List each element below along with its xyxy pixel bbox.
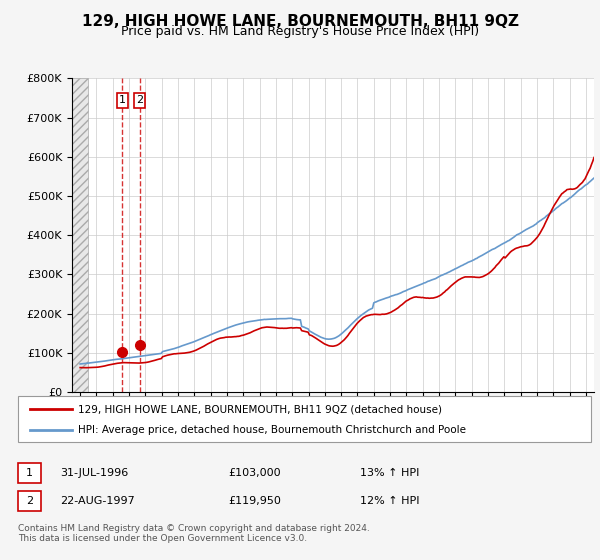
Text: 1: 1 [26, 468, 33, 478]
Text: 2: 2 [136, 95, 143, 105]
Text: 12% ↑ HPI: 12% ↑ HPI [360, 496, 419, 506]
Bar [72, 78, 88, 392]
Text: 1: 1 [119, 95, 126, 105]
Text: Price paid vs. HM Land Registry's House Price Index (HPI): Price paid vs. HM Land Registry's House … [121, 25, 479, 38]
Text: 2: 2 [26, 496, 33, 506]
Text: 129, HIGH HOWE LANE, BOURNEMOUTH, BH11 9QZ: 129, HIGH HOWE LANE, BOURNEMOUTH, BH11 9… [82, 14, 518, 29]
Text: Contains HM Land Registry data © Crown copyright and database right 2024.
This d: Contains HM Land Registry data © Crown c… [18, 524, 370, 543]
Text: HPI: Average price, detached house, Bournemouth Christchurch and Poole: HPI: Average price, detached house, Bour… [78, 424, 466, 435]
Text: 129, HIGH HOWE LANE, BOURNEMOUTH, BH11 9QZ (detached house): 129, HIGH HOWE LANE, BOURNEMOUTH, BH11 9… [78, 404, 442, 414]
Text: 31-JUL-1996: 31-JUL-1996 [60, 468, 128, 478]
Text: £103,000: £103,000 [228, 468, 281, 478]
Text: 13% ↑ HPI: 13% ↑ HPI [360, 468, 419, 478]
Text: 22-AUG-1997: 22-AUG-1997 [60, 496, 135, 506]
Text: £119,950: £119,950 [228, 496, 281, 506]
